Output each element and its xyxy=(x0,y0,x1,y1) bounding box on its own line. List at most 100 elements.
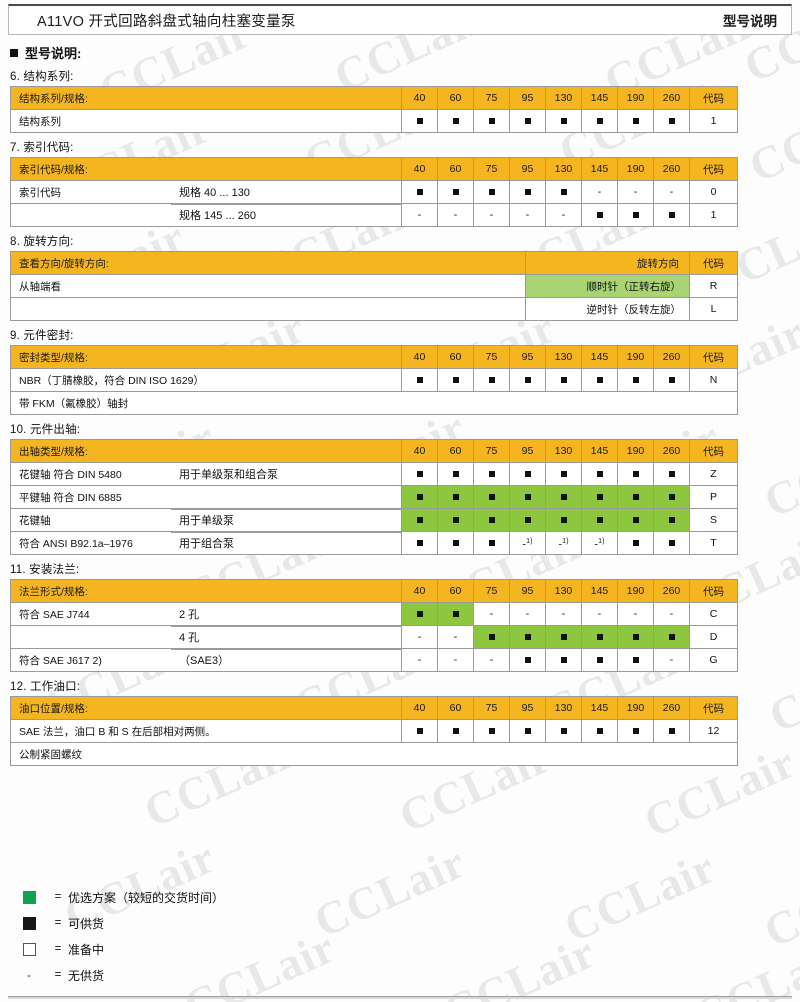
row-code: 1 xyxy=(689,109,738,133)
mark-available xyxy=(632,471,639,478)
mark-unavailable: - xyxy=(489,607,494,620)
mark-available xyxy=(452,377,459,384)
row-label: 带 FKM（氟橡胶）轴封 xyxy=(10,391,738,415)
table-row: NBR（丁腈橡胶，符合 DIN ISO 1629） N xyxy=(10,368,738,392)
table-header-size-130: 130 xyxy=(545,86,582,110)
availability-cell xyxy=(581,508,618,532)
legend-key xyxy=(10,916,48,930)
availability-cell xyxy=(545,368,582,392)
watermark-text: CCLair xyxy=(436,925,603,1002)
mark-available xyxy=(560,634,567,641)
mark-available xyxy=(452,471,459,478)
availability-cell xyxy=(581,203,618,227)
mark-available xyxy=(452,517,459,524)
table-row: 符合 ANSI B92.1a–1976 用于组合泵 -1) -1) -1) T xyxy=(10,531,738,555)
table-header-code: 代码 xyxy=(689,157,738,181)
mark-available xyxy=(596,494,603,501)
table-header-size-130: 130 xyxy=(545,696,582,720)
legend-key xyxy=(10,890,48,904)
section-title-9: 9. 元件密封: xyxy=(10,330,74,342)
legend-equals: = xyxy=(54,943,62,955)
availability-cell: - xyxy=(401,203,438,227)
mark-available xyxy=(596,471,603,478)
mark-available xyxy=(488,540,495,547)
table-header-label: 法兰形式/规格: xyxy=(10,579,402,603)
availability-cell: - xyxy=(509,602,546,626)
row-sublabel: 2 孔 xyxy=(179,609,200,621)
availability-cell xyxy=(545,625,582,649)
row-code: N xyxy=(689,368,738,392)
mark-available xyxy=(668,494,675,501)
availability-cell: - xyxy=(401,648,438,672)
table-header-label: 出轴类型/规格: xyxy=(10,439,402,463)
availability-cell xyxy=(617,462,654,486)
mark-available xyxy=(668,634,675,641)
availability-cell xyxy=(473,508,510,532)
document-header: A11VO 开式回路斜盘式轴向柱塞变量泵 型号说明 xyxy=(8,4,792,35)
mark-unavailable: - xyxy=(417,208,422,221)
availability-cell xyxy=(473,462,510,486)
spec-table-11: 法兰形式/规格: 40 60 75 95 130 145 190 260 代码 符合 SAE J74… xyxy=(10,579,738,672)
mark-unavailable: - xyxy=(633,185,638,198)
mark-available xyxy=(488,377,495,384)
row-code: G xyxy=(689,648,738,672)
row-label: 花键轴 符合 DIN 5480 用于单级泵和组合泵 xyxy=(10,462,402,486)
mark-available xyxy=(632,634,639,641)
watermark-text: CCLair xyxy=(686,930,800,1002)
mark-available xyxy=(488,517,495,524)
mark-available xyxy=(632,212,639,219)
mark-available xyxy=(560,189,567,196)
mark-available xyxy=(596,634,603,641)
watermark-text: CCLair xyxy=(556,840,723,953)
row-sublabel: 规格 145 ... 260 xyxy=(179,210,257,222)
table-row: 平键轴 符合 DIN 6885 P xyxy=(10,485,738,509)
table-header-label: 密封类型/规格: xyxy=(10,345,402,369)
availability-cell: - xyxy=(581,602,618,626)
availability-cell xyxy=(545,485,582,509)
availability-cell xyxy=(617,508,654,532)
availability-cell xyxy=(401,368,438,392)
table-header-size-260: 260 xyxy=(653,696,690,720)
availability-cell xyxy=(617,109,654,133)
spec-table-9: 密封类型/规格: 40 60 75 95 130 145 190 260 代码 NBR（丁腈橡胶，符… xyxy=(10,345,738,415)
table-header-size-75: 75 xyxy=(473,345,510,369)
table-header-size-95: 95 xyxy=(509,157,546,181)
availability-cell xyxy=(653,719,690,743)
table-header-size-95: 95 xyxy=(509,696,546,720)
section-title-12: 12. 工作油口: xyxy=(10,681,81,693)
legend-row: = 优选方案（较短的交货时间） xyxy=(10,884,224,910)
legend-text: 无供货 xyxy=(68,968,105,983)
spec-table-8: 查看方向/旋转方向: 旋转方向 代码 从轴端看 顺时针（正转右旋） R 逆时针（反转左旋） L xyxy=(10,251,738,321)
table-header-size-60: 60 xyxy=(437,579,474,603)
table-header-code: 代码 xyxy=(689,345,738,369)
availability-cell: - xyxy=(653,602,690,626)
row-code: Z xyxy=(689,462,738,486)
bullet-square-icon xyxy=(10,48,18,57)
availability-cell xyxy=(617,648,654,672)
mark-unavailable-note: -1) xyxy=(558,535,569,551)
page-title: A11VO 开式回路斜盘式轴向柱塞变量泵 xyxy=(37,13,296,30)
mark-available xyxy=(524,118,531,125)
legend-equals: = xyxy=(54,917,62,929)
mark-available xyxy=(488,728,495,735)
mark-unavailable-note: -1) xyxy=(522,535,533,551)
availability-cell xyxy=(509,508,546,532)
mark-available xyxy=(632,377,639,384)
availability-cell xyxy=(473,625,510,649)
table-header-size-260: 260 xyxy=(653,439,690,463)
availability-cell xyxy=(509,109,546,133)
table-header-size-130: 130 xyxy=(545,579,582,603)
availability-cell xyxy=(437,462,474,486)
availability-cell xyxy=(581,109,618,133)
legend-white-square-icon xyxy=(22,942,36,956)
availability-cell xyxy=(509,648,546,672)
mark-available xyxy=(560,494,567,501)
sublabel-rule xyxy=(171,509,401,510)
table-header-size-190: 190 xyxy=(617,157,654,181)
mark-available xyxy=(524,189,531,196)
table-header-size-190: 190 xyxy=(617,439,654,463)
table-header-size-40: 40 xyxy=(401,86,438,110)
row-code: P xyxy=(689,485,738,509)
mark-unavailable: - xyxy=(453,653,458,666)
table-header-label: 结构系列/规格: xyxy=(10,86,402,110)
